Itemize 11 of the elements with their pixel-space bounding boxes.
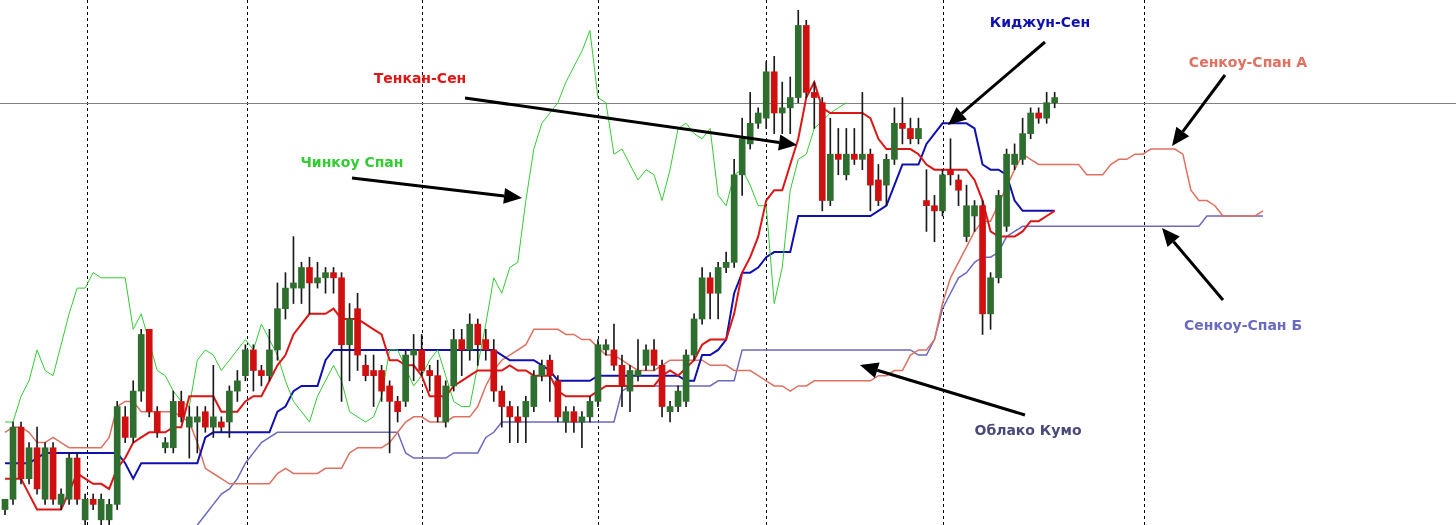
text: Киджун-Сен bbox=[989, 14, 1091, 30]
candlestick bbox=[634, 339, 642, 382]
text: Тенкан-Сен bbox=[373, 70, 467, 86]
text: Сенкоу-Спан А bbox=[1188, 54, 1308, 70]
candlestick bbox=[834, 128, 842, 176]
candlestick bbox=[458, 328, 466, 376]
text: Сенкоу-Спан Б bbox=[1183, 317, 1303, 333]
text: Чинкоу Спан bbox=[300, 154, 404, 170]
candlestick bbox=[778, 81, 786, 134]
candlestick bbox=[514, 406, 522, 443]
annotation: Облако Кумо bbox=[974, 422, 1082, 438]
